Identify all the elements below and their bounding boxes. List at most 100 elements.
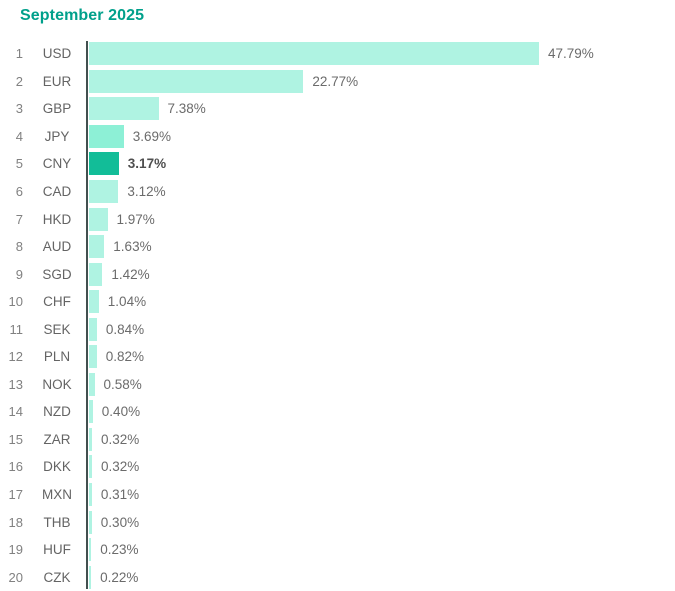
bar-track: 0.82% (89, 343, 675, 371)
bar-track: 7.38% (89, 95, 675, 123)
value-label: 0.40% (101, 404, 141, 420)
value-label: 1.97% (116, 211, 155, 227)
rank-label: 13 (8, 376, 23, 392)
value-label: 0.58% (103, 376, 142, 392)
rank-label: 18 (8, 514, 23, 530)
value-bar (89, 510, 92, 534)
value-label: 0.82% (105, 349, 144, 365)
value-bar (89, 124, 124, 148)
rank-label: 7 (15, 211, 23, 227)
value-label: 1.04% (107, 294, 147, 310)
rank-label: 11 (9, 321, 24, 337)
rank-label: 8 (15, 239, 23, 255)
bar-track: 0.58% (89, 371, 675, 399)
bar-track: 0.30% (89, 508, 675, 536)
rank-label: 15 (8, 431, 23, 447)
currency-code-label: NOK (42, 376, 72, 392)
value-label: 0.30% (100, 514, 140, 530)
currency-code-label: HUF (43, 542, 71, 558)
value-bar (89, 262, 103, 286)
bar-row: 10 CHF 1.04% (0, 288, 675, 316)
bar-row: 4 JPY 3.69% (0, 123, 675, 151)
rank-label: 3 (15, 101, 23, 117)
bar-track: 3.69% (89, 123, 675, 151)
value-bar (89, 290, 99, 314)
bar-row: 14 NZD 0.40% (0, 398, 675, 426)
currency-code-label: CHF (43, 294, 71, 310)
value-label: 0.84% (105, 321, 145, 337)
currency-code-label: ZAR (43, 431, 71, 447)
value-bar (89, 372, 95, 396)
currency-code-label: CZK (43, 569, 71, 585)
bar-track: 0.40% (89, 398, 675, 426)
y-axis-line (86, 41, 88, 589)
bar-row: 15 ZAR 0.32% (0, 426, 675, 454)
currency-code-label: PLN (43, 349, 71, 365)
value-label: 7.38% (167, 101, 206, 117)
value-label: 0.31% (100, 487, 140, 503)
rank-label: 17 (8, 487, 23, 503)
rank-label: 4 (15, 128, 23, 144)
currency-code-label: THB (43, 514, 71, 530)
currency-code-label: EUR (42, 73, 72, 89)
bar-track: 0.23% (89, 536, 675, 564)
value-bar (89, 427, 92, 451)
bar-row: 11 SEK 0.84% (0, 315, 675, 343)
value-bar (89, 152, 119, 176)
bar-track: 0.31% (89, 481, 675, 509)
value-bar (89, 207, 108, 231)
rank-label: 19 (8, 542, 23, 558)
value-label: 3.12% (127, 184, 166, 199)
bar-row: 19 HUF 0.23% (0, 536, 675, 564)
value-label: 1.42% (111, 266, 150, 282)
value-label: 0.23% (100, 542, 139, 558)
bar-row: 9 SGD 1.42% (0, 260, 675, 288)
rank-label: 5 (15, 156, 23, 172)
currency-code-label: DKK (43, 459, 71, 475)
value-bar (89, 345, 97, 369)
currency-code-label: AUD (42, 239, 72, 255)
currency-code-label: CAD (42, 184, 72, 199)
rank-label: 10 (8, 294, 23, 310)
value-label: 1.63% (113, 239, 152, 255)
bar-row: 2 EUR 22.77% (0, 68, 675, 96)
bar-row: 8 AUD 1.63% (0, 233, 675, 261)
value-label: 3.69% (132, 128, 171, 144)
value-bar (89, 455, 92, 479)
bar-row: 3 GBP 7.38% (0, 95, 675, 123)
value-label: 0.32% (101, 431, 140, 447)
currency-code-label: MXN (42, 487, 72, 503)
rank-label: 6 (15, 184, 23, 199)
currency-code-label: CNY (42, 156, 72, 172)
bar-row: 17 MXN 0.31% (0, 481, 675, 509)
bar-row: 6 CAD 3.12% (0, 178, 675, 206)
bar-row: 16 DKK 0.32% (0, 453, 675, 481)
bar-rows: 1 USD 47.79% 2 EUR 22.77% 3 GBP 7.38% 4 JPY 3.69% 5 C… (0, 40, 675, 591)
bar-track: 1.42% (89, 260, 675, 288)
currency-code-label: SGD (42, 266, 72, 282)
bar-row: 13 NOK 0.58% (0, 371, 675, 399)
value-bar (89, 235, 105, 259)
value-label: 22.77% (312, 73, 359, 89)
rank-label: 16 (8, 459, 23, 475)
currency-code-label: GBP (42, 101, 72, 117)
value-bar (89, 69, 304, 93)
rank-label: 2 (15, 73, 23, 89)
currency-code-label: HKD (42, 211, 72, 227)
currency-code-label: JPY (44, 128, 70, 144)
bar-track: 0.84% (89, 315, 675, 343)
value-bar (89, 400, 93, 424)
bar-row: 12 PLN 0.82% (0, 343, 675, 371)
chart-title: September 2025 (20, 7, 145, 24)
rank-label: 9 (15, 266, 23, 282)
bar-track: 47.79% (89, 40, 675, 68)
bar-chart: 1 USD 47.79% 2 EUR 22.77% 3 GBP 7.38% 4 JPY 3.69% 5 C… (0, 40, 675, 591)
value-bar (89, 97, 159, 121)
bar-track: 0.22% (89, 563, 675, 591)
rank-label: 12 (8, 349, 23, 365)
bar-track: 0.32% (89, 426, 675, 454)
value-label: 3.17% (127, 156, 167, 172)
value-bar (89, 483, 92, 507)
bar-row: 7 HKD 1.97% (0, 205, 675, 233)
bar-track: 1.04% (89, 288, 675, 316)
